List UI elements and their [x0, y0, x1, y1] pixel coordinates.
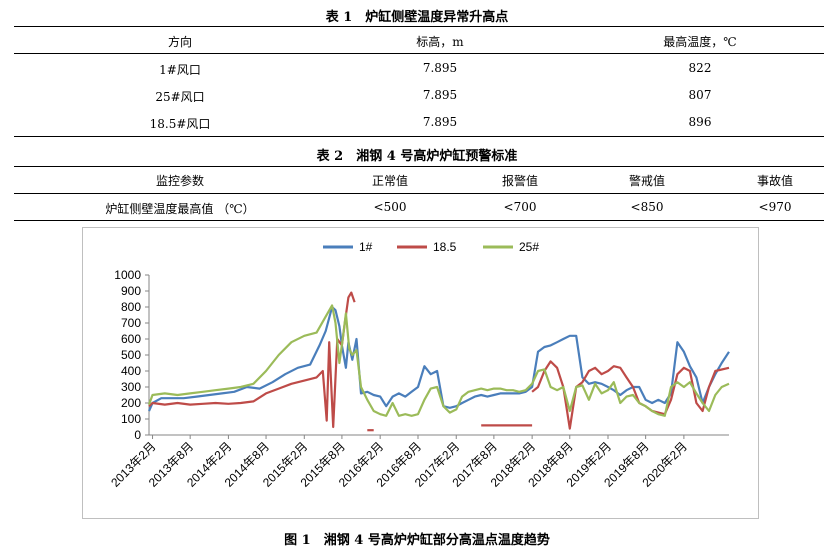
y-tick-label: 700: [121, 316, 141, 330]
y-tick-label: 400: [121, 364, 141, 378]
table1-header-direction: 方向: [167, 35, 192, 49]
table1-row3-direction: 18.5#风口: [149, 117, 211, 131]
legend-label-1: 18.5: [433, 240, 457, 254]
table1-row2-temp: 807: [688, 88, 712, 102]
table2-header-rule: [14, 193, 824, 194]
table2-row1-param: 炉缸侧壁温度最高值 （℃）: [105, 202, 255, 216]
y-tick-label: 900: [121, 284, 141, 298]
table1-row2-elevation: 7.895: [422, 88, 458, 102]
table2-row1-normal: <500: [373, 200, 407, 214]
table1-header-elevation: 标高，m: [416, 35, 464, 49]
temperature-trend-chart: 010020030040050060070080090010002013年2月2…: [108, 240, 730, 490]
series-line-25-: [147, 304, 730, 417]
y-tick-label: 1000: [114, 268, 141, 282]
table2-header-accident: 事故值: [756, 174, 793, 188]
legend-label-2: 25#: [519, 240, 539, 254]
table1-header-max-temp: 最高温度，℃: [663, 35, 737, 49]
table1-row1-elevation: 7.895: [422, 61, 458, 75]
legend-label-0: 1#: [359, 240, 373, 254]
table1-row3-temp: 896: [688, 115, 712, 129]
figure-caption: 图 1 湘钢 4 号高炉炉缸部分高温点温度趋势: [284, 533, 550, 548]
y-tick-label: 200: [121, 396, 141, 410]
table1-top-rule: [14, 26, 824, 27]
table2-bottom-rule: [14, 220, 824, 221]
table1-caption: 表 1 炉缸侧壁温度异常升高点: [325, 10, 509, 25]
chart-frame: 0 100 200 300 400 500 600 700 800 900 1000 2013年2月 2…: [82, 227, 759, 519]
y-tick-label: 600: [121, 332, 141, 346]
series-line-1-: [147, 305, 730, 412]
y-tick-label: 500: [121, 348, 141, 362]
y-tick-label: 800: [121, 300, 141, 314]
table2-header-alarm: 报警值: [501, 174, 538, 188]
table1-row1-temp: 822: [688, 61, 712, 75]
table1-bottom-rule: [14, 136, 824, 137]
table1-header-rule: [14, 53, 824, 54]
table2-header-warning: 警戒值: [628, 174, 665, 188]
table1-row3-elevation: 7.895: [422, 115, 458, 129]
table2-header-param: 监控参数: [155, 174, 204, 188]
table2-row1-warning: <850: [630, 200, 664, 214]
y-tick-label: 300: [121, 380, 141, 394]
table2-header-normal: 正常值: [371, 174, 408, 188]
y-tick-label: 100: [121, 412, 141, 426]
series-line-18-5: [148, 291, 356, 429]
table2-row1-accident: <970: [758, 200, 792, 214]
table2-caption: 表 2 湘钢 4 号高炉炉缸预警标准: [316, 149, 518, 164]
table1-row2-direction: 25#风口: [155, 90, 205, 104]
table2-top-rule: [14, 166, 824, 167]
table1-row1-direction: 1#风口: [159, 63, 201, 77]
table2-row1-alarm: <700: [503, 200, 537, 214]
y-tick-label: 0: [134, 428, 141, 442]
